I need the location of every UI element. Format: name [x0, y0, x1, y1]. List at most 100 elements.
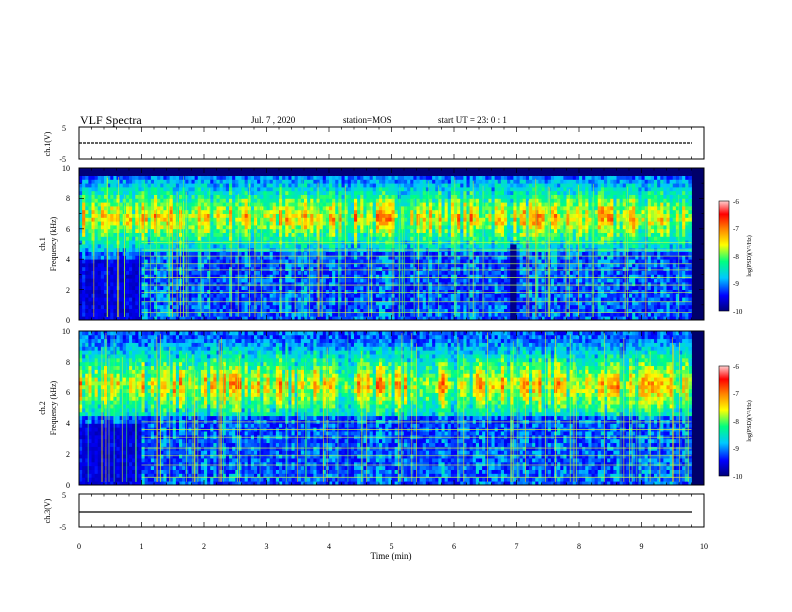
spectrogram-cell [197, 266, 202, 271]
spectrogram-cell [363, 217, 367, 222]
spectrogram-cell [188, 278, 192, 283]
spectrogram-cell [438, 285, 442, 290]
spectrogram-cell [350, 251, 355, 256]
spectrogram-cell [135, 263, 139, 268]
spectrogram-cell [404, 289, 408, 294]
spectrogram-cell [160, 175, 164, 180]
spectrogram-cell [160, 263, 164, 268]
spectrogram-cell [335, 194, 339, 199]
spectrogram-cell [250, 217, 255, 222]
spectrogram-cell [344, 228, 349, 233]
spectrogram-cell [447, 236, 452, 241]
spectrogram-cell [135, 213, 139, 218]
ch1-voltage-ticks [78, 127, 705, 159]
spectrogram-cell [304, 168, 308, 173]
spectrogram-cell [97, 304, 102, 309]
spectrogram-cell [113, 202, 117, 207]
spectrogram-cell [254, 278, 258, 283]
spectrogram-cell [372, 175, 377, 180]
spectrogram-cell [107, 270, 111, 275]
spectrogram-cell [294, 289, 299, 294]
spectrogram-cell [313, 244, 317, 249]
spectrogram-cell [141, 289, 146, 294]
spectrogram-cell [197, 312, 202, 317]
spectrogram-cell [125, 171, 130, 176]
spectrogram-cell [107, 312, 111, 317]
spectrogram-cell [244, 221, 249, 226]
spectrogram-cell [185, 232, 189, 237]
spectrogram-cell [404, 244, 408, 249]
spectrogram-cell [238, 293, 242, 298]
spectrogram-cell [350, 244, 355, 249]
spectrogram-cell [325, 274, 330, 279]
spectrogram-cell [241, 175, 246, 180]
spectrogram-cell [141, 225, 146, 230]
spectrogram-cell [91, 270, 96, 275]
spectrogram-cell [157, 282, 161, 287]
spectrogram-cell [429, 270, 433, 275]
spectrogram-cell [254, 221, 258, 226]
spectrogram-cell [335, 293, 339, 298]
spectrogram-cell [407, 304, 411, 309]
spectrogram-cell [88, 247, 92, 252]
spectrogram-cell [275, 232, 280, 237]
spectrogram-cell [285, 213, 289, 218]
spectrogram-cell [160, 213, 164, 218]
spectrogram-cell [175, 282, 180, 287]
spectrogram-cell [297, 274, 302, 279]
spectrogram-cell [172, 289, 177, 294]
spectrogram-cell [419, 274, 424, 279]
spectrogram-cell [144, 198, 149, 203]
spectrogram-cell [219, 213, 224, 218]
spectrogram-cell [329, 168, 333, 173]
spectrogram-cell [132, 282, 136, 287]
spectrogram-cell [269, 217, 274, 222]
spectrogram-cell [216, 190, 221, 195]
spectrogram-cell [104, 255, 108, 260]
spectrogram-cell [310, 187, 314, 192]
spectrogram-cell [335, 289, 339, 294]
spectrogram-cell [441, 171, 446, 176]
spectrogram-cell [257, 236, 261, 241]
spectrogram-cell [266, 308, 271, 313]
spectrogram-cell [207, 266, 211, 271]
spectrogram-cell [207, 274, 211, 279]
spectrogram-cell [110, 297, 114, 302]
spectrogram-cell [450, 217, 455, 222]
spectrogram-cell [269, 278, 274, 283]
spectrogram-cell [97, 308, 102, 313]
spectrogram-cell [372, 190, 377, 195]
spectrogram-cell [113, 304, 117, 309]
spectrogram-cell [404, 316, 408, 321]
spectrogram-cell [441, 168, 446, 173]
spectrogram-cell [300, 171, 305, 176]
spectrogram-cell [307, 213, 311, 218]
spectrogram-cell [304, 244, 308, 249]
spectrogram-cell [375, 278, 380, 283]
spectrogram-cell [307, 289, 311, 294]
spectrogram-cell [441, 209, 446, 214]
spectrogram-cell [185, 289, 189, 294]
spectrogram-cell [291, 278, 296, 283]
spectrogram-cell [129, 266, 133, 271]
spectrogram-cell [269, 183, 274, 188]
spectrogram-cell [404, 183, 408, 188]
spectrogram-cell [307, 236, 311, 241]
spectrogram-cell [297, 266, 302, 271]
spectrogram-cell [122, 316, 127, 321]
spectrogram-cell [344, 274, 349, 279]
spectrogram-cell [344, 282, 349, 287]
spectrogram-cell [291, 244, 296, 249]
spectrogram-cell [335, 316, 339, 321]
spectrogram-cell [144, 308, 149, 313]
spectrogram-cell [288, 194, 292, 199]
spectrogram-cell [379, 232, 383, 237]
spectrogram-cell [407, 217, 411, 222]
spectrogram-cell [232, 297, 236, 302]
spectrogram-cell [216, 179, 221, 184]
spectrogram-cell [338, 187, 342, 192]
spectrogram-cell [82, 289, 86, 294]
spectrogram-cell [219, 289, 224, 294]
spectrogram-cell [113, 312, 117, 317]
spectrogram-cell [441, 263, 446, 268]
